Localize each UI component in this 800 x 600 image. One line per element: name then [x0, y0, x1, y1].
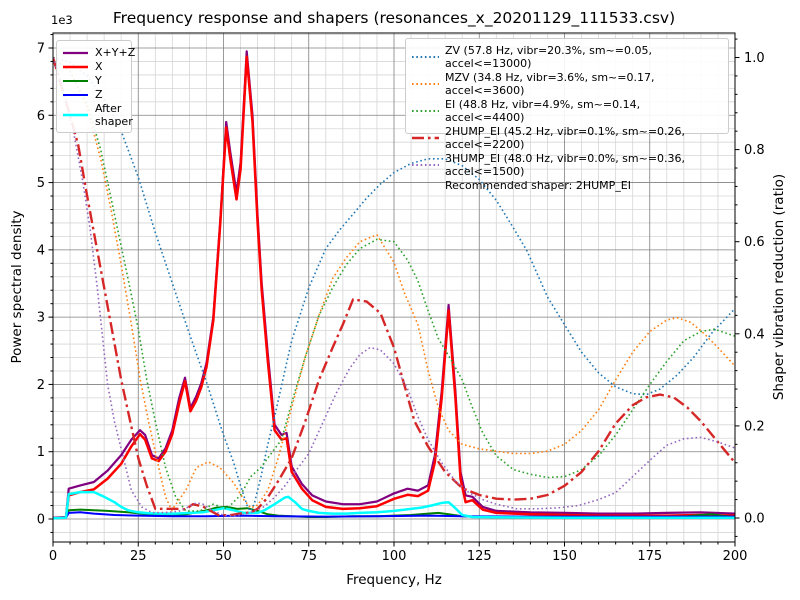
y-left-tick-label: 2 — [37, 378, 45, 393]
y-right-tick-label: 0.0 — [744, 512, 765, 527]
legend-line-sample — [412, 135, 439, 141]
x-tick-label: 0 — [49, 549, 57, 564]
x-tick-label: 100 — [382, 549, 407, 564]
legend-label: After shaper — [95, 102, 133, 128]
legend-psd-item: Z — [63, 88, 125, 101]
y-axis-right-label: Shaper vibration reduction (ratio) — [771, 173, 787, 401]
legend-label: EI (48.8 Hz, vibr=4.9%, sm~=0.14, accel<… — [445, 98, 641, 124]
x-tick-label: 50 — [215, 549, 232, 564]
y-right-tick-label: 0.4 — [744, 327, 765, 342]
series-2HUMP_EI — [53, 57, 735, 517]
legend-shapers: ZV (57.8 Hz, vibr=20.3%, sm~=0.05, accel… — [405, 38, 729, 192]
legend-line-sample — [412, 54, 439, 60]
legend-line-sample — [412, 162, 439, 168]
legend-label: X — [95, 60, 103, 73]
y-right-tick-label: 0.2 — [744, 419, 765, 434]
legend-label: Z — [95, 88, 103, 101]
x-tick-label: 125 — [467, 549, 492, 564]
x-tick-label: 75 — [300, 549, 317, 564]
legend-psd: X+Y+Z X Y Z After shaper — [56, 40, 135, 133]
series-3HUMP_EI — [53, 57, 735, 517]
legend-shapers-item: ZV (57.8 Hz, vibr=20.3%, sm~=0.05, accel… — [412, 44, 722, 70]
y-right-tick-label: 0.6 — [744, 235, 765, 250]
legend-line-sample — [63, 50, 88, 56]
legend-shapers-item: 2HUMP_EI (45.2 Hz, vibr=0.1%, sm~=0.26, … — [412, 125, 722, 151]
legend-label: MZV (34.8 Hz, vibr=3.6%, sm~=0.17, accel… — [445, 71, 655, 97]
y-left-tick-label: 4 — [37, 243, 45, 258]
legend-psd-item: Y — [63, 74, 125, 87]
legend-label: 2HUMP_EI (45.2 Hz, vibr=0.1%, sm~=0.26, … — [445, 125, 686, 151]
legend-label: 3HUMP_EI (48.0 Hz, vibr=0.0%, sm~=0.36, … — [445, 152, 686, 178]
y-left-tick-label: 3 — [37, 311, 45, 326]
legend-line-sample — [412, 81, 439, 87]
series-After-shaper — [53, 490, 735, 520]
y-axis-left-label: Power spectral density — [9, 210, 25, 364]
x-tick-label: 25 — [130, 549, 147, 564]
legend-shapers-item: MZV (34.8 Hz, vibr=3.6%, sm~=0.17, accel… — [412, 71, 722, 97]
legend-psd-item: After shaper — [63, 102, 133, 128]
y-left-tick-label: 6 — [37, 109, 45, 124]
y-right-tick-label: 1.0 — [744, 51, 765, 66]
legend-label: Recommended shaper: 2HUMP_EI — [445, 179, 631, 193]
legend-psd-item: X — [63, 60, 125, 73]
legend-line-sample — [63, 64, 88, 70]
x-tick-label: 150 — [552, 549, 577, 564]
y-left-tick-label: 0 — [37, 513, 45, 528]
y-left-tick-label: 5 — [37, 176, 45, 191]
series-ZV — [53, 56, 735, 512]
series-X — [53, 55, 735, 520]
legend-line-sample — [63, 112, 88, 118]
legend-label: X+Y+Z — [95, 46, 136, 59]
legend-shapers-item: EI (48.8 Hz, vibr=4.9%, sm~=0.14, accel<… — [412, 98, 722, 124]
x-tick-label: 175 — [637, 549, 662, 564]
chart-title: Frequency response and shapers (resonanc… — [112, 9, 676, 27]
x-tick-label: 200 — [723, 549, 748, 564]
legend-line-sample — [412, 108, 439, 114]
legend-psd-item: X+Y+Z — [63, 46, 135, 59]
legend-label: Y — [95, 74, 102, 87]
y-right-tick-label: 0.8 — [744, 143, 765, 158]
y-axis-offset-label: 1e3 — [51, 13, 73, 27]
legend-line-sample — [63, 78, 88, 84]
x-axis-label: Frequency, Hz — [346, 572, 442, 588]
legend-label: ZV (57.8 Hz, vibr=20.3%, sm~=0.05, accel… — [445, 44, 652, 70]
legend-line-sample — [412, 183, 439, 189]
legend-shapers-item: Recommended shaper: 2HUMP_EI — [412, 179, 722, 193]
series-MZV — [53, 56, 735, 511]
y-left-tick-label: 7 — [37, 42, 45, 57]
y-left-tick-label: 1 — [37, 445, 45, 460]
legend-shapers-item: 3HUMP_EI (48.0 Hz, vibr=0.0%, sm~=0.36, … — [412, 152, 722, 178]
legend-line-sample — [63, 92, 88, 98]
